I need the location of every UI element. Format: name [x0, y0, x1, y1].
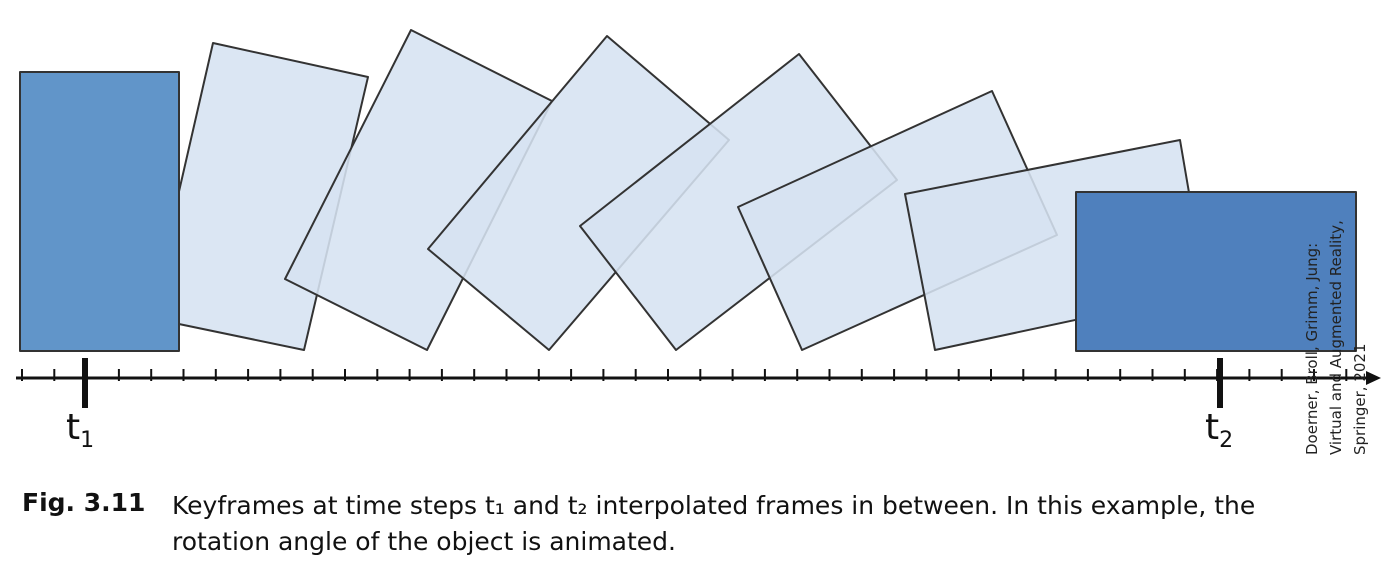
keyframe-t2-box: [1075, 191, 1357, 352]
axis-arrowhead: [1366, 371, 1381, 385]
diagram-canvas: [16, 29, 1381, 408]
keyframe-label-t2: t2: [1205, 407, 1234, 453]
figure-number: Fig. 3.11: [22, 488, 146, 517]
keyframe-t1-box: [19, 71, 180, 352]
credit-text: Doerner, Broll, Grimm, Jung: Virtual and…: [1303, 220, 1369, 455]
interpolated-frame-2: [284, 29, 553, 351]
keyframe-diagram: t1 t2: [16, 29, 1381, 453]
interpolated-frame-3: [427, 35, 730, 351]
interpolated-frame-4: [579, 53, 898, 351]
caption-text: Keyframes at time steps t₁ and t₂ interp…: [172, 491, 1256, 556]
frames-group: [19, 29, 1357, 352]
keyframe-label-t1: t1: [66, 407, 95, 453]
timeline-axis: [16, 358, 1381, 408]
